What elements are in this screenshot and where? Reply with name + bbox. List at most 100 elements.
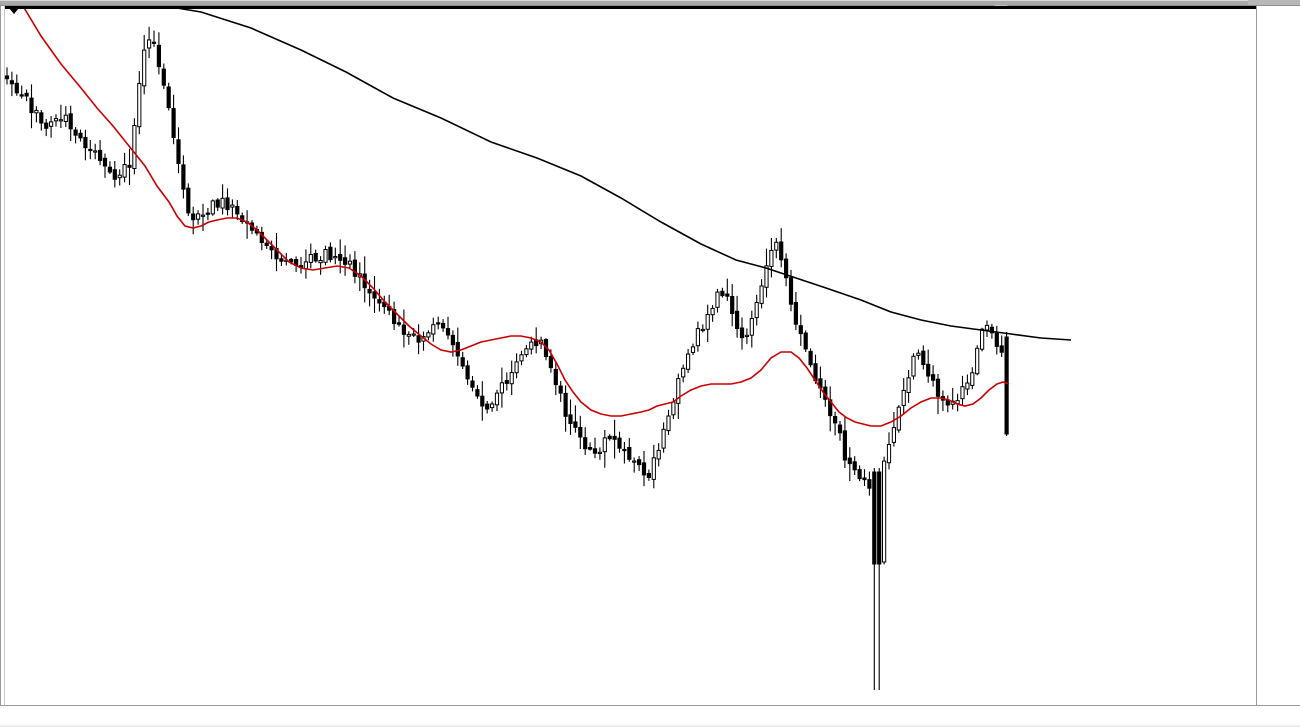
candle-bearish — [171, 108, 176, 138]
window-bottom-edge — [0, 725, 1300, 727]
candle-bullish — [499, 382, 504, 394]
candle-bullish — [690, 346, 696, 353]
candle-bearish — [29, 97, 34, 114]
candle-bearish — [475, 389, 480, 397]
candle-bearish — [837, 424, 843, 434]
chart-plot-area[interactable] — [0, 6, 1256, 705]
candle-bearish — [470, 380, 475, 388]
candle-bullish — [901, 389, 906, 406]
candle-bearish — [39, 112, 44, 124]
candle-bearish — [83, 136, 88, 149]
candle-bearish — [1004, 336, 1009, 435]
candle-bullish — [651, 457, 656, 480]
candle-bullish — [970, 372, 975, 386]
candle-bearish — [989, 326, 994, 334]
candle-bearish — [161, 68, 166, 86]
candle-bearish — [641, 462, 647, 476]
price-series-layer — [4, 6, 1072, 690]
candle-bullish — [744, 334, 749, 337]
candle-bullish — [705, 314, 710, 330]
candle-bearish — [102, 157, 108, 167]
candle-bearish — [784, 258, 789, 279]
candle-bullish — [93, 150, 98, 153]
candle-bearish — [367, 288, 372, 294]
candle-bullish — [347, 260, 353, 265]
candle-bearish — [847, 457, 852, 465]
candle-bearish — [112, 169, 117, 180]
candle-bullish — [318, 260, 323, 264]
candle-bullish — [671, 401, 676, 416]
candle-bearish — [465, 365, 470, 380]
candle-bullish — [681, 367, 686, 378]
candle-bearish — [205, 212, 211, 215]
candle-bearish — [808, 350, 813, 366]
candle-bearish — [867, 479, 872, 489]
candle-bearish — [553, 368, 558, 386]
candle-bearish — [739, 327, 745, 339]
candle-bearish — [548, 356, 553, 369]
candle-bearish — [646, 473, 651, 478]
candle-bullish — [494, 392, 500, 406]
candle-bullish — [406, 333, 411, 337]
horizontal-scrollbar[interactable] — [0, 0, 1300, 6]
candle-bearish — [583, 437, 588, 450]
candle-bullish — [715, 291, 720, 308]
candle-bearish — [338, 254, 343, 261]
candle-bullish — [759, 285, 764, 304]
price-level-068000[interactable] — [5, 6, 1256, 9]
candle-bearish — [485, 403, 490, 410]
candle-bearish — [872, 471, 877, 565]
candle-bearish — [612, 435, 617, 440]
candle-bearish — [396, 322, 402, 325]
candle-bullish — [514, 361, 519, 374]
candle-bearish — [558, 385, 563, 394]
candle-bearish — [107, 166, 113, 173]
candle-bullish — [509, 372, 514, 385]
candle-bearish — [436, 322, 441, 325]
candle-bullish — [63, 114, 68, 122]
candle-bearish — [235, 206, 240, 215]
candle-bearish — [127, 164, 132, 168]
candle-bearish — [573, 421, 578, 428]
candle-bearish — [176, 139, 181, 165]
scrollbar-thumb[interactable] — [0, 0, 1248, 5]
candle-bearish — [450, 334, 455, 346]
candle-bullish — [519, 354, 524, 362]
candle-bullish — [975, 347, 980, 375]
candle-bullish — [431, 324, 436, 335]
candle-bullish — [661, 428, 666, 449]
candlestick-series — [4, 26, 1009, 690]
candle-bearish — [68, 113, 73, 130]
candle-bearish — [441, 322, 446, 329]
candle-bullish — [695, 328, 700, 347]
candle-bearish — [181, 164, 186, 190]
time-axis[interactable] — [0, 705, 1300, 727]
candle-bullish — [122, 164, 127, 178]
price-axis[interactable] — [1256, 6, 1300, 705]
candle-bearish — [289, 258, 294, 263]
candle-bearish — [156, 44, 162, 68]
candle-bearish — [926, 363, 931, 377]
candle-bearish — [568, 414, 573, 424]
candle-bearish — [842, 430, 847, 461]
candle-bearish — [627, 447, 632, 460]
candle-bearish — [19, 94, 24, 97]
candle-bearish — [445, 328, 451, 336]
caret-down-icon[interactable] — [9, 8, 19, 14]
ma-slow-line — [160, 6, 1072, 341]
candle-bearish — [803, 332, 808, 350]
candle-bullish — [196, 213, 201, 220]
candle-bearish — [504, 380, 509, 384]
candle-bearish — [264, 242, 269, 247]
candle-bearish — [578, 427, 583, 438]
candle-bearish — [279, 258, 284, 262]
candle-bearish — [313, 253, 318, 262]
candle-bearish — [877, 471, 882, 565]
candle-bullish — [710, 307, 715, 316]
candle-bearish — [637, 459, 642, 466]
candle-bearish — [779, 241, 784, 261]
candle-bullish — [980, 328, 985, 350]
candle-bullish — [597, 451, 602, 454]
candle-bearish — [592, 448, 598, 454]
